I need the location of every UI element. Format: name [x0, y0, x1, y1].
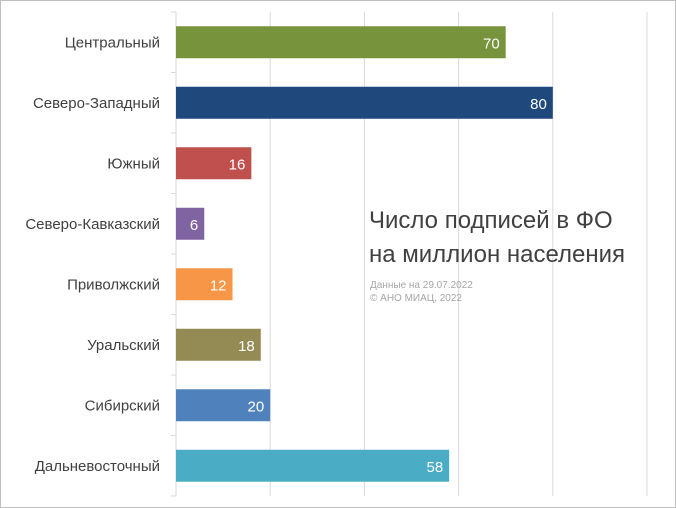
bar: [176, 449, 450, 482]
data-label: 80: [530, 96, 547, 113]
category-label: Дальневосточный: [35, 458, 160, 475]
data-label: 58: [426, 459, 443, 476]
category-label: Сибирский: [85, 397, 160, 414]
data-label: 12: [210, 277, 227, 294]
bar: [176, 328, 261, 361]
bar: [176, 389, 271, 422]
bar: [176, 86, 553, 119]
data-label: 70: [483, 35, 500, 52]
bar: [176, 147, 252, 180]
bar: [176, 26, 506, 59]
data-label: 18: [238, 338, 255, 355]
chart-title: на миллион населения: [369, 241, 625, 268]
chart-title: Число подписей в ФО: [369, 207, 613, 234]
chart-note: Данные на 29.07.2022: [370, 280, 473, 291]
data-label: 16: [229, 156, 246, 173]
chart-note: © АНО МИАЦ, 2022: [370, 293, 462, 304]
category-label: Северо-Кавказский: [25, 216, 160, 233]
bar: [176, 207, 205, 240]
bar: [176, 268, 233, 301]
category-label: Центральный: [65, 34, 160, 51]
category-label: Приволжский: [67, 276, 160, 293]
category-label: Северо-Западный: [33, 95, 160, 112]
data-label: 20: [248, 398, 265, 415]
category-label: Южный: [107, 155, 160, 172]
data-label: 6: [190, 217, 198, 234]
category-label: Уральский: [87, 337, 160, 354]
